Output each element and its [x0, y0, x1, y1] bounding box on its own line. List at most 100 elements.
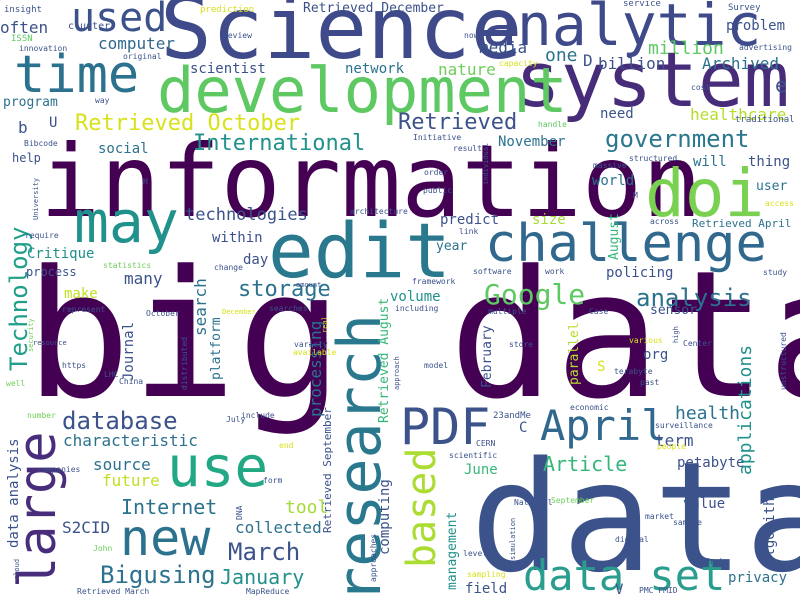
word-amount: amount: [296, 281, 322, 289]
word-insight: insight: [4, 5, 42, 15]
word-s: S: [597, 359, 606, 375]
word-companies: companies: [37, 465, 81, 474]
word-distributed: distributed: [180, 337, 189, 390]
word-change: change: [214, 263, 243, 272]
word-algorithm: algorithm: [762, 489, 778, 565]
word-october: October: [146, 309, 180, 318]
word-often: often: [0, 18, 49, 37]
word-available: available: [293, 348, 337, 357]
word-use: use: [167, 435, 269, 500]
word-issn: ISSN: [11, 34, 33, 44]
word-e: e: [775, 73, 788, 97]
word-market: market: [645, 512, 674, 521]
word-science: Science: [160, 0, 523, 79]
word-computing: computing: [377, 479, 393, 555]
word-value: value: [683, 496, 726, 512]
word-multiple: multiple: [488, 307, 527, 316]
word-international: International: [193, 131, 366, 156]
word-used: used: [71, 0, 168, 41]
word-big-data: big data: [25, 233, 800, 438]
word-require: require: [25, 231, 59, 240]
word-surveillance: surveillance: [655, 421, 713, 430]
word-doi: doi: [645, 155, 765, 232]
word-time: time: [14, 45, 140, 105]
word-resource: resource: [33, 339, 67, 347]
word-high: high: [672, 326, 680, 343]
word-variety: variety: [294, 340, 328, 349]
word-massive: massive: [593, 161, 627, 170]
word-analysis: analysis: [636, 284, 752, 312]
word-volume: volume: [390, 289, 441, 305]
word-nature: nature: [438, 60, 496, 79]
word-result: result: [453, 144, 482, 153]
word-within: within: [212, 230, 263, 246]
word-year: year: [436, 239, 468, 254]
word-million: million: [648, 38, 724, 59]
word-new: new: [120, 509, 211, 567]
word-december: December: [222, 308, 256, 316]
word-term: term: [655, 431, 694, 450]
word-problem: problem: [726, 18, 786, 34]
word-retrieved-august: Retrieved August: [377, 297, 392, 423]
word-case: Case: [589, 307, 609, 316]
word-may: may: [74, 188, 179, 256]
word-process: process: [26, 265, 77, 279]
word-based: based: [399, 447, 445, 568]
word-scientist: scientist: [190, 61, 266, 77]
word-journal: Journal: [121, 321, 137, 381]
word-tool: tool: [285, 497, 329, 518]
word-management: management: [445, 511, 460, 590]
word-retrieved-march: Retrieved March: [77, 587, 150, 596]
word-size: size: [532, 212, 566, 228]
word-june: June: [464, 462, 498, 478]
word-form: form: [263, 476, 283, 485]
word-work: work: [545, 267, 565, 276]
word-real: real: [321, 316, 329, 333]
word-number: number: [27, 411, 56, 420]
word-b: b: [18, 118, 28, 137]
word-retrieved: Retrieved: [398, 110, 518, 135]
word-field: field: [465, 581, 508, 597]
word-u: U: [49, 115, 58, 131]
word-challenge: challenge: [485, 214, 767, 274]
word-data-set: data set: [523, 551, 726, 600]
word-dna: DNA: [235, 505, 244, 520]
word-retrieved-october: Retrieved October: [75, 111, 301, 136]
word-approaches: approaches: [369, 533, 378, 582]
word-study: study: [763, 268, 788, 277]
word-link: link: [459, 227, 479, 236]
word-predict: predict: [440, 212, 500, 228]
word-database: database: [62, 407, 178, 435]
word-make: make: [64, 286, 98, 302]
word-sample: sample: [673, 518, 702, 527]
word-including: including: [395, 304, 439, 313]
word-health: health: [675, 403, 741, 424]
word-august: August: [607, 213, 622, 260]
word-retrieved-september: Retrieved September: [321, 407, 334, 533]
word-innovation: innovation: [19, 44, 68, 53]
word-order: order: [424, 168, 449, 177]
word-bigusing: Bigusing: [100, 561, 216, 589]
word-approach: approach: [393, 356, 401, 390]
word-government: government: [605, 125, 750, 153]
word-applications: applications: [735, 344, 756, 475]
word-march: March: [228, 538, 301, 566]
word-unstructured: unstructured: [779, 332, 788, 390]
word-software: software: [473, 267, 512, 276]
word-d: D: [583, 51, 593, 70]
word-scientific: scientific: [449, 451, 498, 460]
word-pmc-pmid: PMC PMID: [639, 586, 678, 595]
word-center: Center: [683, 339, 712, 348]
word-platform: platform: [209, 317, 224, 380]
word-computer: computer: [98, 34, 176, 53]
word-system: system: [515, 35, 790, 124]
word-petabyte: petabyte: [677, 455, 745, 471]
word-media: media: [479, 38, 528, 57]
word-survey: Survey: [728, 3, 761, 13]
word-across: across: [650, 217, 679, 226]
word-data: data: [470, 429, 800, 600]
word-university: University: [32, 177, 40, 220]
word-economic: economic: [570, 403, 609, 412]
word-advertising: advertising: [739, 43, 792, 52]
